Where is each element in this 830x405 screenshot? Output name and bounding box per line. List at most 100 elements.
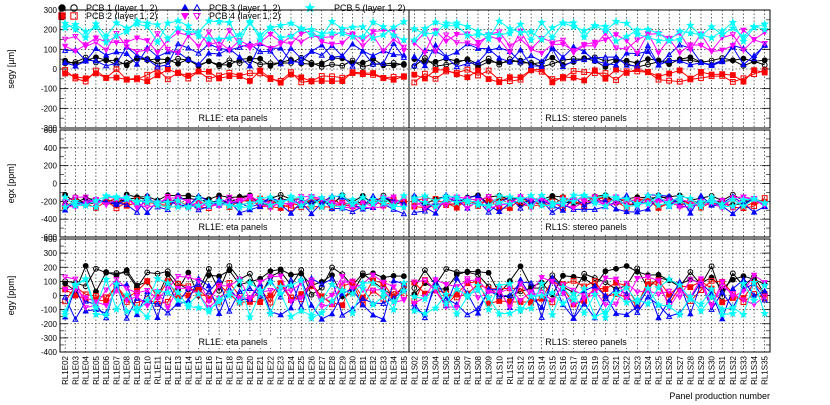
data-point — [634, 303, 641, 309]
data-point — [113, 48, 120, 55]
data-point — [538, 314, 545, 320]
data-point — [485, 55, 492, 62]
data-point — [214, 294, 224, 303]
data-point — [82, 194, 89, 201]
data-point — [183, 202, 193, 212]
data-point — [92, 39, 100, 46]
data-point — [601, 312, 610, 322]
data-point — [485, 67, 492, 74]
data-point — [339, 280, 346, 287]
data-point — [296, 306, 306, 315]
data-point — [655, 291, 662, 298]
legend-marker — [70, 4, 78, 12]
data-point — [308, 78, 315, 84]
data-point — [484, 34, 493, 43]
data-point — [226, 307, 233, 314]
data-point — [409, 306, 419, 315]
x-tick-label: RL1E13 — [174, 355, 183, 384]
data-point — [464, 205, 471, 212]
y-tick-label: 200 — [44, 162, 58, 171]
data-point — [549, 278, 556, 285]
data-point — [92, 45, 100, 52]
y-tick-label: 0 — [53, 180, 58, 189]
data-point — [144, 209, 151, 216]
data-point — [655, 61, 662, 68]
data-point — [144, 55, 151, 62]
data-point — [591, 70, 598, 77]
data-point — [549, 39, 556, 46]
data-point — [739, 279, 748, 288]
x-tick-label: RL1E10 — [143, 355, 152, 384]
data-point — [409, 24, 419, 33]
data-point — [400, 44, 408, 51]
data-point — [442, 32, 450, 39]
x-tick-label: RL1E12 — [164, 355, 173, 384]
data-point — [246, 70, 253, 77]
data-point — [696, 202, 706, 211]
data-point — [580, 205, 588, 212]
data-point — [368, 300, 378, 309]
data-point — [390, 277, 397, 284]
data-point — [225, 33, 234, 42]
data-point — [174, 40, 182, 47]
data-point — [432, 209, 439, 216]
data-point — [123, 39, 130, 46]
x-tick-label: RL1S18 — [580, 355, 589, 384]
data-point — [411, 279, 418, 286]
data-point — [101, 310, 111, 319]
data-point — [580, 48, 588, 55]
data-point — [687, 61, 694, 68]
annotation-bg — [191, 112, 275, 124]
data-point — [163, 197, 173, 206]
y-tick-label: 100 — [44, 45, 58, 54]
data-point — [400, 273, 407, 280]
data-point — [740, 194, 747, 201]
series-line — [64, 277, 405, 321]
data-point — [267, 287, 274, 294]
data-point — [113, 199, 120, 206]
data-point — [548, 288, 557, 297]
data-point — [266, 192, 275, 201]
data-point — [602, 53, 609, 60]
data-point — [697, 280, 705, 287]
data-point — [749, 21, 759, 31]
data-point — [473, 200, 483, 209]
data-point — [431, 28, 440, 37]
data-point — [517, 58, 524, 65]
y-tick-label: -400 — [41, 215, 58, 224]
data-point — [559, 291, 567, 297]
data-point — [173, 295, 183, 304]
data-point — [142, 18, 152, 27]
series-line — [65, 265, 405, 298]
data-point — [307, 313, 316, 322]
data-point — [144, 38, 151, 45]
data-point — [749, 295, 759, 305]
data-point — [676, 78, 683, 85]
data-point — [81, 200, 90, 209]
data-point — [634, 275, 641, 282]
data-point — [255, 288, 265, 297]
data-point — [369, 287, 377, 294]
data-point — [698, 69, 704, 75]
data-point — [71, 279, 80, 289]
data-point — [485, 76, 492, 82]
data-point — [123, 76, 130, 83]
data-point — [740, 47, 747, 54]
data-point — [496, 287, 503, 294]
data-point — [359, 47, 367, 54]
series-line — [64, 29, 405, 54]
data-point — [549, 79, 556, 86]
x-tick-label: RL1S11 — [506, 355, 515, 384]
data-point — [389, 22, 398, 31]
data-point — [549, 60, 556, 67]
data-point — [452, 197, 462, 207]
data-point — [164, 286, 172, 293]
data-point — [400, 54, 408, 60]
data-point — [505, 192, 515, 201]
data-point — [61, 43, 69, 50]
data-point — [654, 200, 663, 210]
data-point — [474, 277, 482, 284]
data-point — [538, 58, 545, 65]
data-point — [133, 49, 141, 56]
panel-annotation: RL1S: stereo panels — [545, 222, 627, 232]
